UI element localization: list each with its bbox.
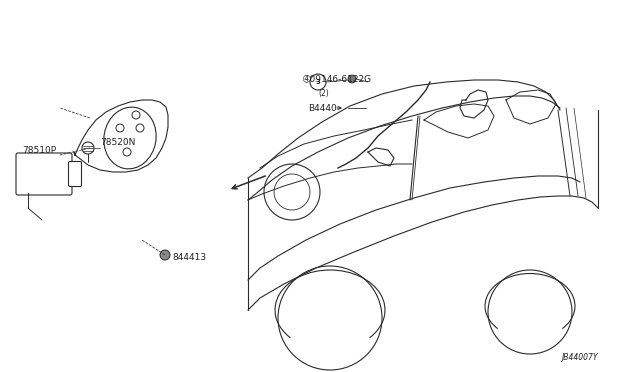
Text: 78520N: 78520N xyxy=(100,138,136,147)
FancyBboxPatch shape xyxy=(68,161,81,186)
FancyBboxPatch shape xyxy=(16,153,72,195)
Circle shape xyxy=(348,75,356,83)
Circle shape xyxy=(160,250,170,260)
Text: (2): (2) xyxy=(318,89,329,97)
Text: 3: 3 xyxy=(316,79,321,85)
Text: ➃09146-6122G: ➃09146-6122G xyxy=(303,74,372,83)
Text: 844413: 844413 xyxy=(172,253,206,263)
Text: JB44007Y: JB44007Y xyxy=(561,353,598,362)
Text: 78510P: 78510P xyxy=(22,145,56,154)
Text: B4440: B4440 xyxy=(308,103,337,112)
